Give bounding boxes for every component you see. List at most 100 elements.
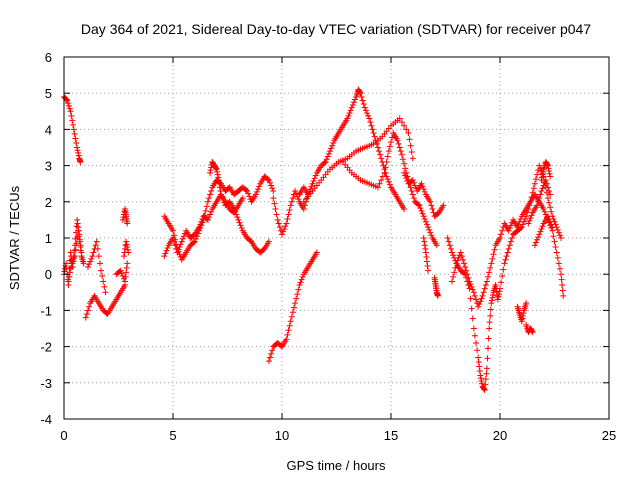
- data-point: [67, 249, 74, 256]
- data-point: [364, 110, 371, 117]
- data-point: [428, 202, 435, 209]
- data-point: [477, 298, 484, 305]
- data-point: [93, 238, 100, 245]
- data-point: [501, 260, 508, 267]
- data-point: [458, 253, 465, 260]
- data-point: [193, 233, 200, 240]
- series-arc-5: [84, 238, 109, 296]
- data-point: [454, 257, 461, 264]
- data-point: [171, 232, 178, 239]
- data-point: [65, 102, 72, 109]
- data-point: [547, 218, 554, 225]
- data-point: [74, 216, 81, 223]
- data-point: [70, 126, 77, 133]
- data-point: [498, 231, 505, 238]
- data-point: [313, 249, 320, 256]
- data-point: [410, 179, 417, 186]
- data-point: [66, 273, 73, 280]
- data-point: [528, 212, 535, 219]
- data-point: [409, 191, 416, 198]
- data-point: [173, 241, 180, 248]
- data-point: [402, 165, 409, 172]
- data-point: [485, 273, 492, 280]
- data-point: [506, 242, 513, 249]
- data-point: [325, 150, 332, 157]
- data-point: [536, 231, 543, 238]
- data-point: [401, 160, 408, 167]
- data-point: [71, 247, 78, 254]
- data-point: [269, 347, 276, 354]
- data-point: [517, 225, 524, 232]
- data-point: [408, 187, 415, 194]
- data-point: [78, 249, 85, 256]
- data-point: [245, 190, 252, 197]
- data-point: [497, 285, 503, 292]
- series-arc-18: [420, 235, 432, 274]
- data-point: [423, 258, 430, 265]
- data-point: [204, 198, 211, 205]
- data-point: [297, 279, 304, 286]
- data-point: [376, 180, 383, 187]
- data-point: [479, 292, 486, 299]
- data-point: [489, 294, 496, 301]
- data-point: [469, 286, 476, 293]
- data-point: [518, 318, 525, 325]
- data-point: [67, 108, 74, 115]
- data-point: [73, 240, 80, 247]
- data-point: [388, 139, 394, 146]
- data-point: [556, 265, 563, 272]
- data-point: [161, 253, 168, 260]
- data-point: [282, 223, 289, 230]
- data-point: [444, 235, 451, 241]
- data-point: [215, 174, 222, 181]
- data-point: [540, 206, 547, 213]
- data-point: [300, 206, 307, 213]
- data-point: [123, 264, 130, 271]
- data-point: [481, 285, 488, 292]
- data-point: [425, 224, 432, 231]
- data-point: [272, 206, 279, 213]
- data-point: [507, 222, 514, 229]
- data-point: [216, 180, 223, 187]
- series-arc-1: [61, 93, 84, 165]
- y-axis: -4 -3 -2 -1 0 1 2 3 4 5 6: [40, 50, 609, 427]
- data-point: [466, 278, 473, 285]
- data-point: [367, 119, 374, 126]
- data-point: [64, 97, 71, 104]
- data-point: [519, 312, 526, 319]
- data-point: [398, 119, 405, 126]
- data-point: [164, 244, 171, 251]
- data-point: [494, 296, 501, 303]
- data-point: [547, 173, 554, 180]
- series-arc-11: [207, 158, 246, 216]
- data-point: [271, 200, 278, 207]
- data-point: [344, 115, 351, 122]
- data-point: [504, 249, 511, 256]
- data-point: [289, 195, 296, 202]
- data-point: [475, 358, 482, 365]
- data-point: [270, 187, 277, 194]
- data-point: [265, 358, 272, 365]
- data-point: [286, 322, 293, 329]
- data-point: [558, 235, 565, 241]
- data-point: [401, 122, 408, 129]
- data-point: [396, 115, 403, 122]
- data-point: [243, 187, 250, 194]
- data-point: [418, 180, 425, 187]
- data-point: [514, 224, 521, 231]
- data-point: [238, 225, 245, 232]
- data-point: [268, 182, 275, 189]
- data-point: [359, 97, 366, 104]
- data-point: [123, 241, 130, 248]
- data-point: [202, 207, 209, 214]
- chart-title: Day 364 of 2021, Sidereal Day-to-day VTE…: [81, 21, 591, 37]
- data-point: [474, 347, 481, 354]
- data-point: [505, 227, 512, 234]
- series-arc-13: [265, 249, 320, 365]
- data-point: [328, 145, 335, 152]
- data-point: [497, 235, 503, 241]
- data-point: [496, 288, 503, 295]
- data-point: [532, 239, 539, 246]
- y-tick-label: -4: [40, 412, 52, 427]
- data-point: [485, 345, 492, 352]
